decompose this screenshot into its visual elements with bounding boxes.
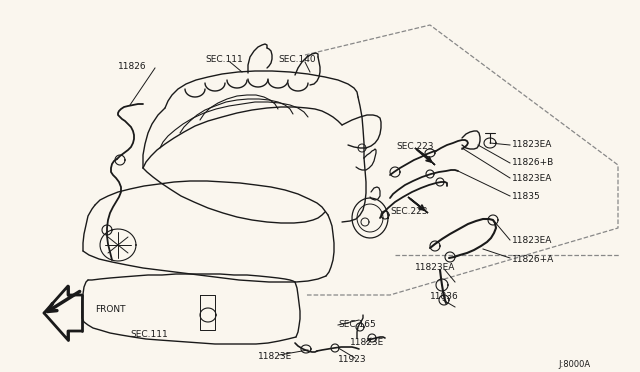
Text: SEC.165: SEC.165 [338,320,376,329]
Text: SEC.111: SEC.111 [130,330,168,339]
Text: 11823E: 11823E [350,338,384,347]
Text: 11836: 11836 [430,292,459,301]
Text: SEC.111: SEC.111 [205,55,243,64]
Text: 11826: 11826 [118,62,147,71]
Text: 11835: 11835 [512,192,541,201]
Text: 11823EA: 11823EA [512,236,552,245]
Polygon shape [415,148,435,165]
Text: 11823EA: 11823EA [512,140,552,149]
Polygon shape [408,197,428,213]
Text: 11826+A: 11826+A [512,255,554,264]
Text: 11823EA: 11823EA [512,174,552,183]
Text: SEC.140: SEC.140 [278,55,316,64]
Text: 11823E: 11823E [258,352,292,361]
Text: SEC.223: SEC.223 [396,142,433,151]
Text: J:8000A: J:8000A [558,360,590,369]
Text: 11923: 11923 [338,355,367,364]
Text: SEC.223: SEC.223 [390,207,428,216]
Text: 11823EA: 11823EA [415,263,456,272]
Text: FRONT: FRONT [95,305,125,314]
Text: 11826+B: 11826+B [512,158,554,167]
